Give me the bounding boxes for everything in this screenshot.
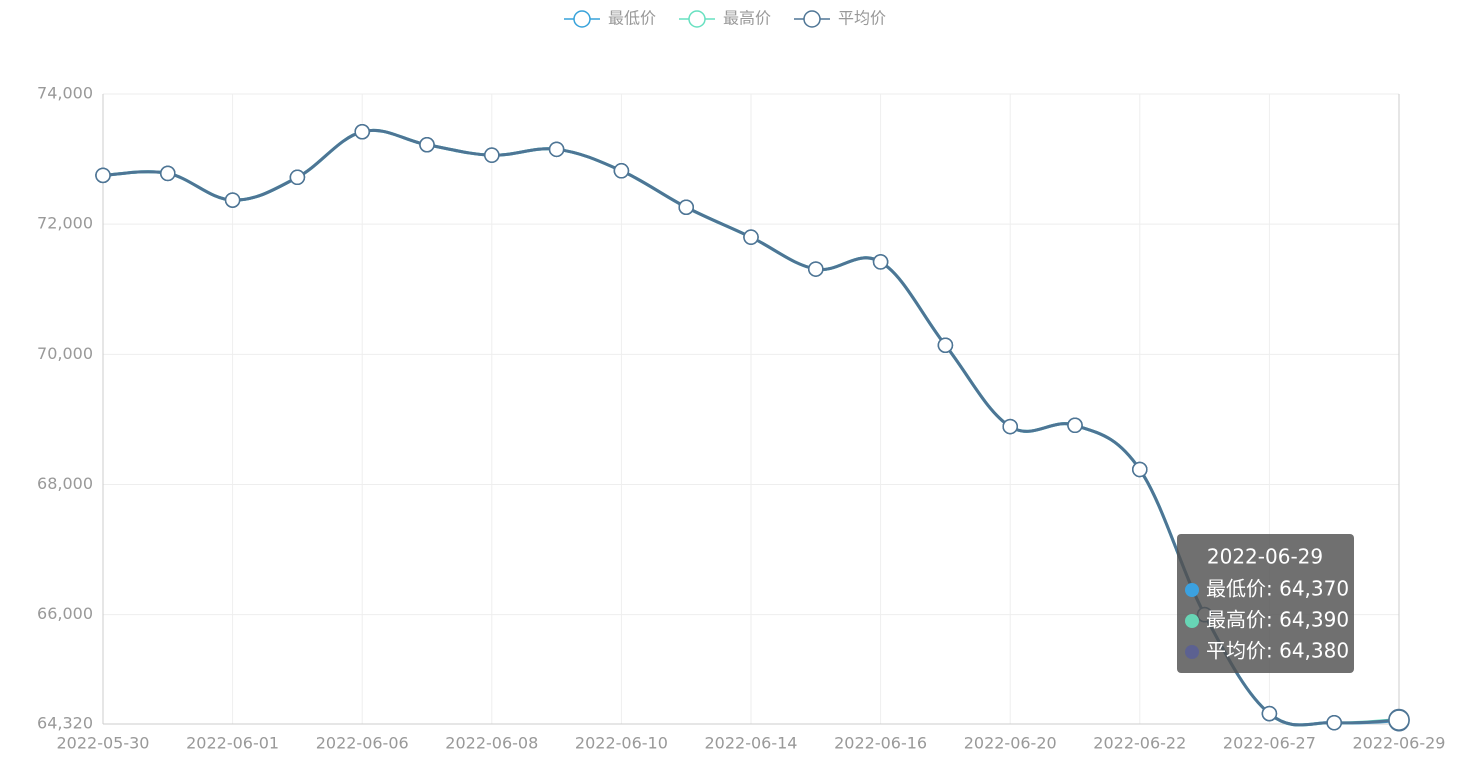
point bbox=[354, 123, 370, 140]
tooltip-line: 最高价: 64,390 bbox=[1206, 608, 1349, 632]
tooltip-title: 2022-06-29 bbox=[1207, 545, 1323, 569]
point bbox=[548, 141, 565, 158]
point bbox=[289, 169, 306, 186]
tooltip-line: 最低价: 64,370 bbox=[1206, 577, 1349, 601]
x-tick-label: 2022-06-27 bbox=[1223, 734, 1316, 753]
tooltip-dot bbox=[1185, 583, 1199, 597]
y-tick-label: 72,000 bbox=[37, 214, 93, 233]
tooltip: 2022-06-29 最低价: 64,370 最高价: 64,390 平均价: 64,… bbox=[1177, 534, 1354, 673]
point bbox=[743, 229, 759, 245]
tooltip-dot bbox=[1185, 645, 1199, 659]
x-tick-label: 2022-06-16 bbox=[834, 734, 927, 753]
x-tick-label: 2022-06-08 bbox=[445, 734, 538, 753]
point bbox=[1326, 714, 1342, 731]
x-tick-label: 2022-06-22 bbox=[1093, 734, 1186, 753]
legend-icon bbox=[688, 10, 706, 28]
y-tick-label: 66,000 bbox=[37, 604, 93, 623]
tooltip-line: 平均价: 64,380 bbox=[1206, 639, 1349, 663]
x-tick-label: 2022-06-06 bbox=[316, 734, 409, 753]
legend-label: 最高价 bbox=[723, 9, 771, 28]
x-tick-label: 2022-06-14 bbox=[705, 734, 798, 753]
x-tick-label: 2022-05-30 bbox=[57, 734, 150, 753]
y-tick-label: 70,000 bbox=[37, 344, 93, 363]
point bbox=[1132, 461, 1148, 478]
x-tick-label: 2022-06-29 bbox=[1353, 734, 1446, 753]
y-tick-label: 64,320 bbox=[37, 714, 93, 733]
tooltip-dot bbox=[1185, 614, 1199, 628]
point bbox=[95, 167, 111, 184]
point bbox=[1261, 705, 1278, 722]
point bbox=[224, 192, 241, 208]
legend-label: 平均价 bbox=[838, 9, 886, 28]
point bbox=[613, 163, 630, 179]
point bbox=[1002, 418, 1018, 435]
point bbox=[484, 147, 500, 163]
y-tick-label: 74,000 bbox=[37, 84, 93, 103]
legend-icon bbox=[803, 10, 821, 28]
point bbox=[1067, 417, 1083, 434]
point bbox=[808, 261, 824, 277]
x-tick-label: 2022-06-10 bbox=[575, 734, 668, 753]
point bbox=[872, 254, 889, 270]
legend-icon bbox=[573, 10, 591, 28]
legend-label: 最低价 bbox=[608, 9, 656, 28]
tooltip-box bbox=[1177, 534, 1354, 673]
point bbox=[678, 199, 694, 215]
x-tick-label: 2022-06-20 bbox=[964, 734, 1057, 753]
x-tick-label: 2022-06-01 bbox=[186, 734, 279, 753]
y-tick-label: 68,000 bbox=[37, 474, 93, 493]
point bbox=[160, 165, 176, 182]
point bbox=[419, 137, 435, 153]
point bbox=[937, 337, 954, 353]
point bbox=[1388, 709, 1410, 731]
